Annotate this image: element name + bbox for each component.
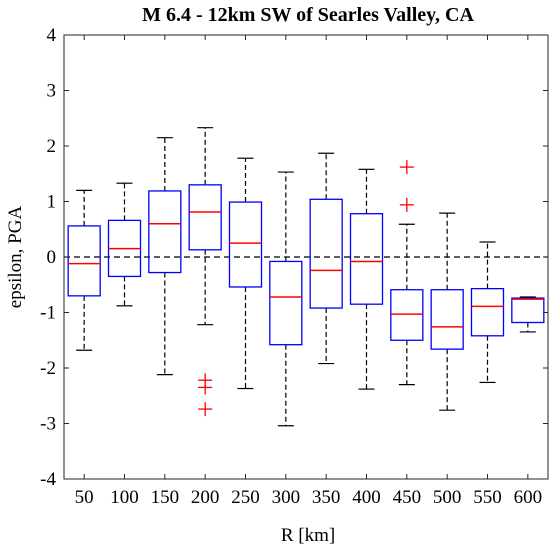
outlier-marker bbox=[198, 380, 213, 395]
x-tick-label: 250 bbox=[231, 487, 260, 508]
iqr-box bbox=[430, 289, 464, 350]
x-tick-label: 600 bbox=[514, 487, 543, 508]
y-tick-label: -1 bbox=[40, 303, 56, 324]
y-tick-label: -4 bbox=[40, 469, 56, 490]
x-tick-label: 350 bbox=[312, 487, 341, 508]
iqr-box bbox=[188, 184, 222, 251]
box-450 bbox=[390, 160, 424, 386]
chart-title: M 6.4 - 12km SW of Searles Valley, CA bbox=[142, 4, 474, 26]
y-tick-label: 3 bbox=[47, 81, 57, 102]
x-tick-label: 450 bbox=[393, 487, 422, 508]
box-600 bbox=[511, 296, 545, 333]
box-200 bbox=[188, 127, 222, 417]
x-tick-label: 200 bbox=[191, 487, 220, 508]
x-tick-label: 400 bbox=[352, 487, 381, 508]
y-tick-label: 2 bbox=[47, 136, 57, 157]
y-tick-label: 1 bbox=[47, 192, 57, 213]
iqr-box bbox=[470, 287, 505, 337]
outlier-marker bbox=[399, 160, 414, 175]
iqr-box bbox=[309, 198, 343, 309]
box-550 bbox=[470, 241, 505, 384]
iqr-box bbox=[148, 190, 182, 274]
box-50 bbox=[67, 189, 101, 351]
iqr-box bbox=[269, 260, 303, 346]
x-tick-label: 550 bbox=[473, 487, 502, 508]
outlier-marker bbox=[399, 197, 414, 212]
iqr-box bbox=[349, 213, 384, 305]
x-tick-label: 500 bbox=[433, 487, 462, 508]
box-500 bbox=[430, 212, 464, 411]
x-tick-label: 100 bbox=[110, 487, 139, 508]
x-tick-label: 50 bbox=[75, 487, 94, 508]
y-axis-label: epsilon, PGA bbox=[5, 206, 26, 309]
iqr-box bbox=[511, 297, 545, 324]
box-150 bbox=[148, 137, 182, 376]
outlier-marker bbox=[198, 402, 213, 417]
box-300 bbox=[269, 171, 303, 427]
x-axis-label: R [km] bbox=[281, 525, 335, 546]
box-100 bbox=[107, 182, 142, 307]
x-tick-label: 300 bbox=[272, 487, 301, 508]
iqr-box bbox=[390, 289, 424, 341]
y-tick-label: 0 bbox=[47, 247, 57, 268]
box-400 bbox=[349, 168, 384, 390]
y-tick-label: 4 bbox=[47, 25, 57, 46]
box-250 bbox=[228, 157, 263, 390]
box-350 bbox=[309, 152, 343, 365]
iqr-box bbox=[67, 225, 101, 297]
x-tick-label: 150 bbox=[151, 487, 180, 508]
y-tick-label: -2 bbox=[40, 358, 56, 379]
y-tick-label: -3 bbox=[40, 414, 56, 435]
iqr-box bbox=[228, 201, 263, 288]
